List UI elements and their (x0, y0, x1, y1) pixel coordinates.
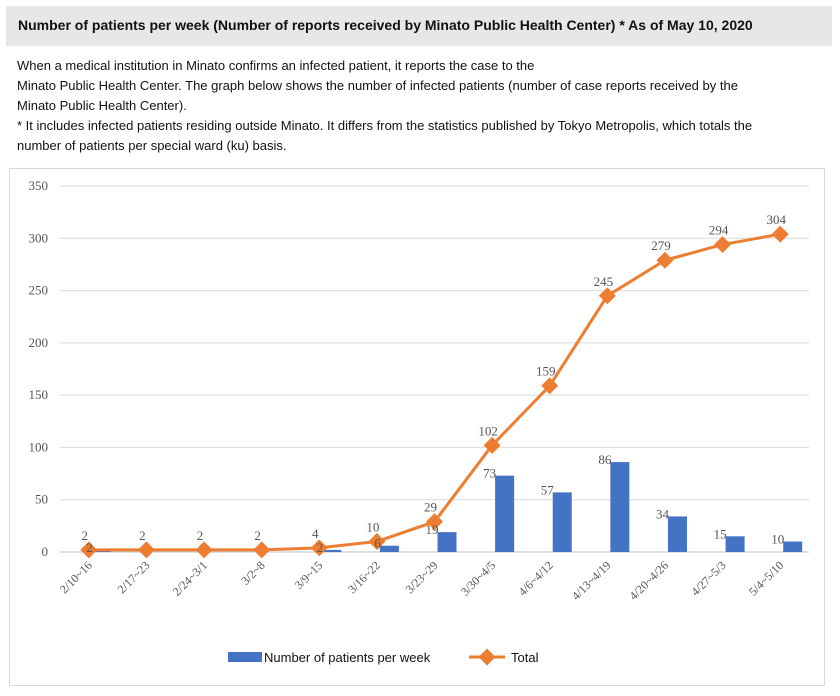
legend-marker-line (478, 648, 496, 666)
y-tick-label: 50 (35, 492, 48, 507)
x-tick-label: 2/24~3/1 (170, 558, 210, 598)
bar-data-label: 34 (656, 506, 670, 521)
line-data-label: 29 (424, 500, 437, 515)
x-tick-label: 2/10~16 (57, 558, 95, 596)
bar (379, 545, 399, 552)
line-point (253, 541, 271, 559)
bar-data-label: 86 (598, 452, 612, 467)
y-tick-label: 200 (29, 335, 49, 350)
x-tick-label: 4/6~4/12 (515, 558, 555, 598)
x-axis: 2/10~16 2/17~23 2/24~3/1 3/2~8 3/9~15 3/16~22… (57, 558, 786, 603)
line-point (195, 541, 213, 559)
line-data-label: 2 (197, 528, 204, 543)
line-data-label: 304 (766, 212, 786, 227)
bar (610, 462, 630, 552)
bar-data-label: 2 (317, 540, 324, 555)
x-tick-label: 4/20~4/26 (626, 558, 671, 603)
bar-data-label: 15 (714, 526, 727, 541)
line-point (426, 513, 443, 531)
line-data-label: 294 (709, 223, 729, 238)
line-data-label: 2 (82, 528, 89, 543)
line-data-label: 2 (254, 528, 261, 543)
y-tick-label: 0 (42, 544, 49, 559)
description-line: Minato Public Health Center. The graph b… (17, 78, 738, 93)
description-line: number of patients per special ward (ku)… (17, 138, 287, 153)
x-tick-label: 3/2~8 (238, 558, 268, 588)
x-tick-label: 3/30~4/5 (458, 558, 498, 598)
line-point (310, 539, 328, 557)
combo-chart: 0 50 100 150 200 250 300 350 2/10~16 2/17~23 2/24… (29, 178, 809, 666)
line-point (541, 377, 559, 395)
line-point (771, 225, 789, 243)
bar-data-label: 6 (374, 536, 381, 551)
bar-data-label: 10 (771, 532, 784, 547)
bar (783, 541, 803, 552)
line-point (656, 251, 674, 269)
bar (322, 549, 342, 552)
line-point (598, 287, 616, 305)
x-tick-label: 5/4~5/10 (746, 558, 786, 598)
description-line: When a medical institution in Minato con… (17, 58, 535, 73)
line-data-label: 10 (366, 520, 379, 535)
bar (667, 516, 687, 552)
line-data-label: 102 (478, 423, 498, 438)
line-point (368, 533, 386, 551)
y-tick-label: 350 (29, 178, 49, 193)
bar (495, 475, 515, 552)
y-axis: 0 50 100 150 200 250 300 350 (29, 178, 49, 559)
y-tick-label: 250 (29, 283, 49, 298)
y-tick-label: 100 (29, 439, 49, 454)
line-point (714, 236, 732, 254)
line-point (137, 541, 155, 559)
legend-label-bar: Number of patients per week (264, 650, 431, 665)
line-point (80, 541, 98, 559)
line-data-label: 279 (651, 238, 671, 253)
x-tick-label: 4/13~4/19 (569, 558, 614, 603)
line-series (80, 225, 789, 559)
line-data-label: 245 (594, 274, 614, 289)
gridlines (60, 185, 809, 553)
line-data-label: 4 (312, 526, 319, 541)
bar-data-label: 57 (541, 482, 555, 497)
x-tick-label: 4/27~5/3 (688, 558, 728, 598)
x-tick-label: 3/16~22 (345, 558, 383, 596)
page-title: Number of patients per week (Number of r… (6, 6, 832, 46)
bar (437, 532, 457, 552)
y-tick-label: 150 (29, 387, 49, 402)
bar-data-label: 19 (426, 522, 439, 537)
description-line: Minato Public Health Center). (17, 98, 187, 113)
legend: Number of patients per week Total (228, 648, 539, 666)
legend-label-line: Total (511, 650, 539, 665)
description: When a medical institution in Minato con… (17, 56, 827, 156)
bar (552, 492, 572, 552)
legend-swatch-bar (228, 652, 262, 662)
description-line: * It includes infected patients residing… (17, 118, 753, 133)
x-tick-label: 3/9~15 (292, 558, 326, 592)
y-tick-label: 300 (29, 230, 49, 245)
line-point (483, 436, 501, 454)
bar-data-label: 73 (483, 466, 496, 481)
line-data-label: 2 (139, 528, 146, 543)
bar-data-label: 2 (86, 540, 93, 555)
bar (725, 536, 745, 552)
x-tick-label: 2/17~23 (114, 558, 152, 596)
line-data-label: 159 (536, 364, 556, 379)
x-tick-label: 3/23~29 (403, 558, 441, 596)
